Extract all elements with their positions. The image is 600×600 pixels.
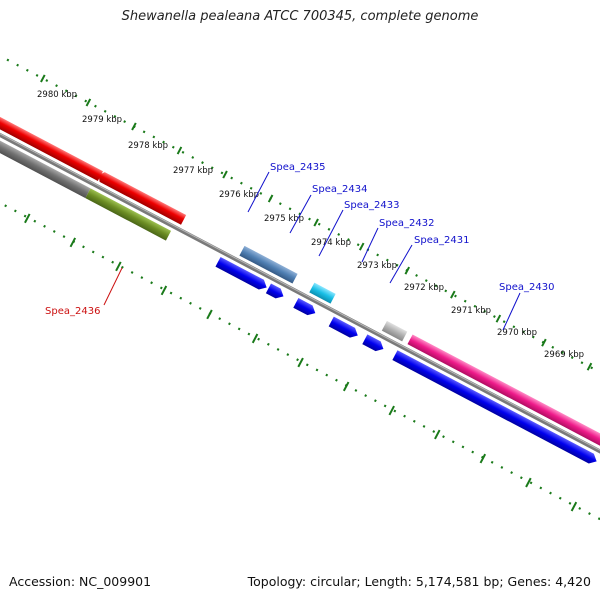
- feature-blue-arrow-6: [392, 350, 597, 464]
- gene-label-spea-2432: Spea_2432: [379, 218, 434, 229]
- scale-label: 2978 kbp: [128, 141, 168, 151]
- scale-tick: [40, 74, 46, 83]
- accession-label: Accession: NC_009901: [9, 574, 152, 589]
- leader-spea-2430: [502, 292, 521, 331]
- gene-labels: Spea_2435 Spea_2434 Spea_2433 Spea_2432 …: [45, 162, 554, 317]
- scale-tick: [479, 453, 487, 464]
- scale-tick: [541, 338, 547, 347]
- scale-tick: [160, 285, 168, 296]
- leader-spea-2435: [247, 171, 270, 213]
- scale-tick: [297, 357, 304, 368]
- scale-tick: [131, 122, 137, 131]
- scale-tick: [495, 314, 502, 323]
- feature-steelblue-spea-2435: [239, 245, 298, 284]
- scale-tick: [586, 362, 593, 371]
- leader-spea-2432: [361, 227, 379, 263]
- scale-label: 2980 kbp: [37, 90, 77, 100]
- feature-magenta-spea-2430: [407, 334, 600, 447]
- scale-tick: [450, 290, 456, 299]
- gene-label-spea-2433: Spea_2433: [344, 200, 399, 211]
- feature-blue-arrow-1: [215, 256, 267, 290]
- gene-label-spea-2430: Spea_2430: [499, 282, 554, 293]
- leader-spea-2434: [289, 194, 312, 234]
- scale-tick: [222, 170, 228, 179]
- scale-tick: [69, 237, 77, 248]
- scale-label: 2977 kbp: [173, 166, 213, 176]
- feature-blue-arrow-3: [293, 297, 316, 316]
- scale-label: 2974 kbp: [311, 238, 351, 248]
- scale-label: 2970 kbp: [497, 328, 537, 338]
- feature-red-forward-2: [98, 172, 187, 225]
- scale-tick: [24, 213, 31, 224]
- scale-label: 2976 kbp: [219, 190, 259, 200]
- scale-ticks: [0, 50, 593, 512]
- leader-spea-2433: [318, 209, 344, 257]
- scale-label: 2979 kbp: [82, 115, 122, 125]
- scale-tick: [358, 242, 365, 251]
- feature-red-forward-1: [0, 92, 103, 181]
- scale-tick: [342, 381, 350, 392]
- scale-tick: [85, 98, 92, 107]
- scale-labels: 2980 kbp 2979 kbp 2978 kbp 2977 kbp 2976…: [37, 90, 584, 360]
- scale-tick: [115, 261, 122, 272]
- genome-backbone-highlight: [0, 115, 600, 471]
- feature-olive-spea-2436: [85, 188, 172, 241]
- gene-label-spea-2436: Spea_2436: [45, 306, 100, 317]
- map-title: Shewanella pealeana ATCC 700345, complet…: [121, 9, 479, 24]
- gene-label-spea-2431: Spea_2431: [414, 235, 469, 246]
- genome-backbone: [0, 114, 600, 473]
- scale-track-outer: [0, 53, 600, 410]
- scale-tick: [525, 477, 532, 488]
- scale-tick: [206, 309, 213, 320]
- scale-tick: [251, 333, 259, 344]
- scale-tick: [570, 501, 578, 512]
- scale-tick: [404, 266, 411, 275]
- scale-label: 2975 kbp: [264, 214, 304, 224]
- feature-blue-arrow-2: [265, 283, 284, 299]
- scale-label: 2972 kbp: [404, 283, 444, 293]
- scale-label: 2973 kbp: [357, 261, 397, 271]
- feature-cyan-spea-2433: [309, 282, 336, 304]
- gene-label-spea-2435: Spea_2435: [270, 162, 325, 173]
- feature-blue-arrow-5: [362, 334, 384, 352]
- genome-summary: Topology: circular; Length: 5,174,581 bp…: [247, 574, 591, 589]
- scale-label: 2969 kbp: [544, 350, 584, 360]
- feature-lightgray-spea-2431: [381, 320, 408, 342]
- leader-spea-2431: [389, 244, 413, 284]
- scale-tick: [176, 146, 183, 155]
- scale-tick: [313, 218, 319, 227]
- gene-leader-lines: [103, 171, 521, 331]
- gene-label-spea-2434: Spea_2434: [312, 184, 367, 195]
- leader-spea-2436: [103, 267, 123, 306]
- scale-tick: [434, 429, 441, 440]
- scale-tick: [388, 405, 395, 416]
- scale-tick: [267, 194, 274, 203]
- feature-gray-reverse: [0, 111, 91, 199]
- scale-label: 2971 kbp: [451, 306, 491, 316]
- feature-blue-arrow-4: [328, 316, 358, 338]
